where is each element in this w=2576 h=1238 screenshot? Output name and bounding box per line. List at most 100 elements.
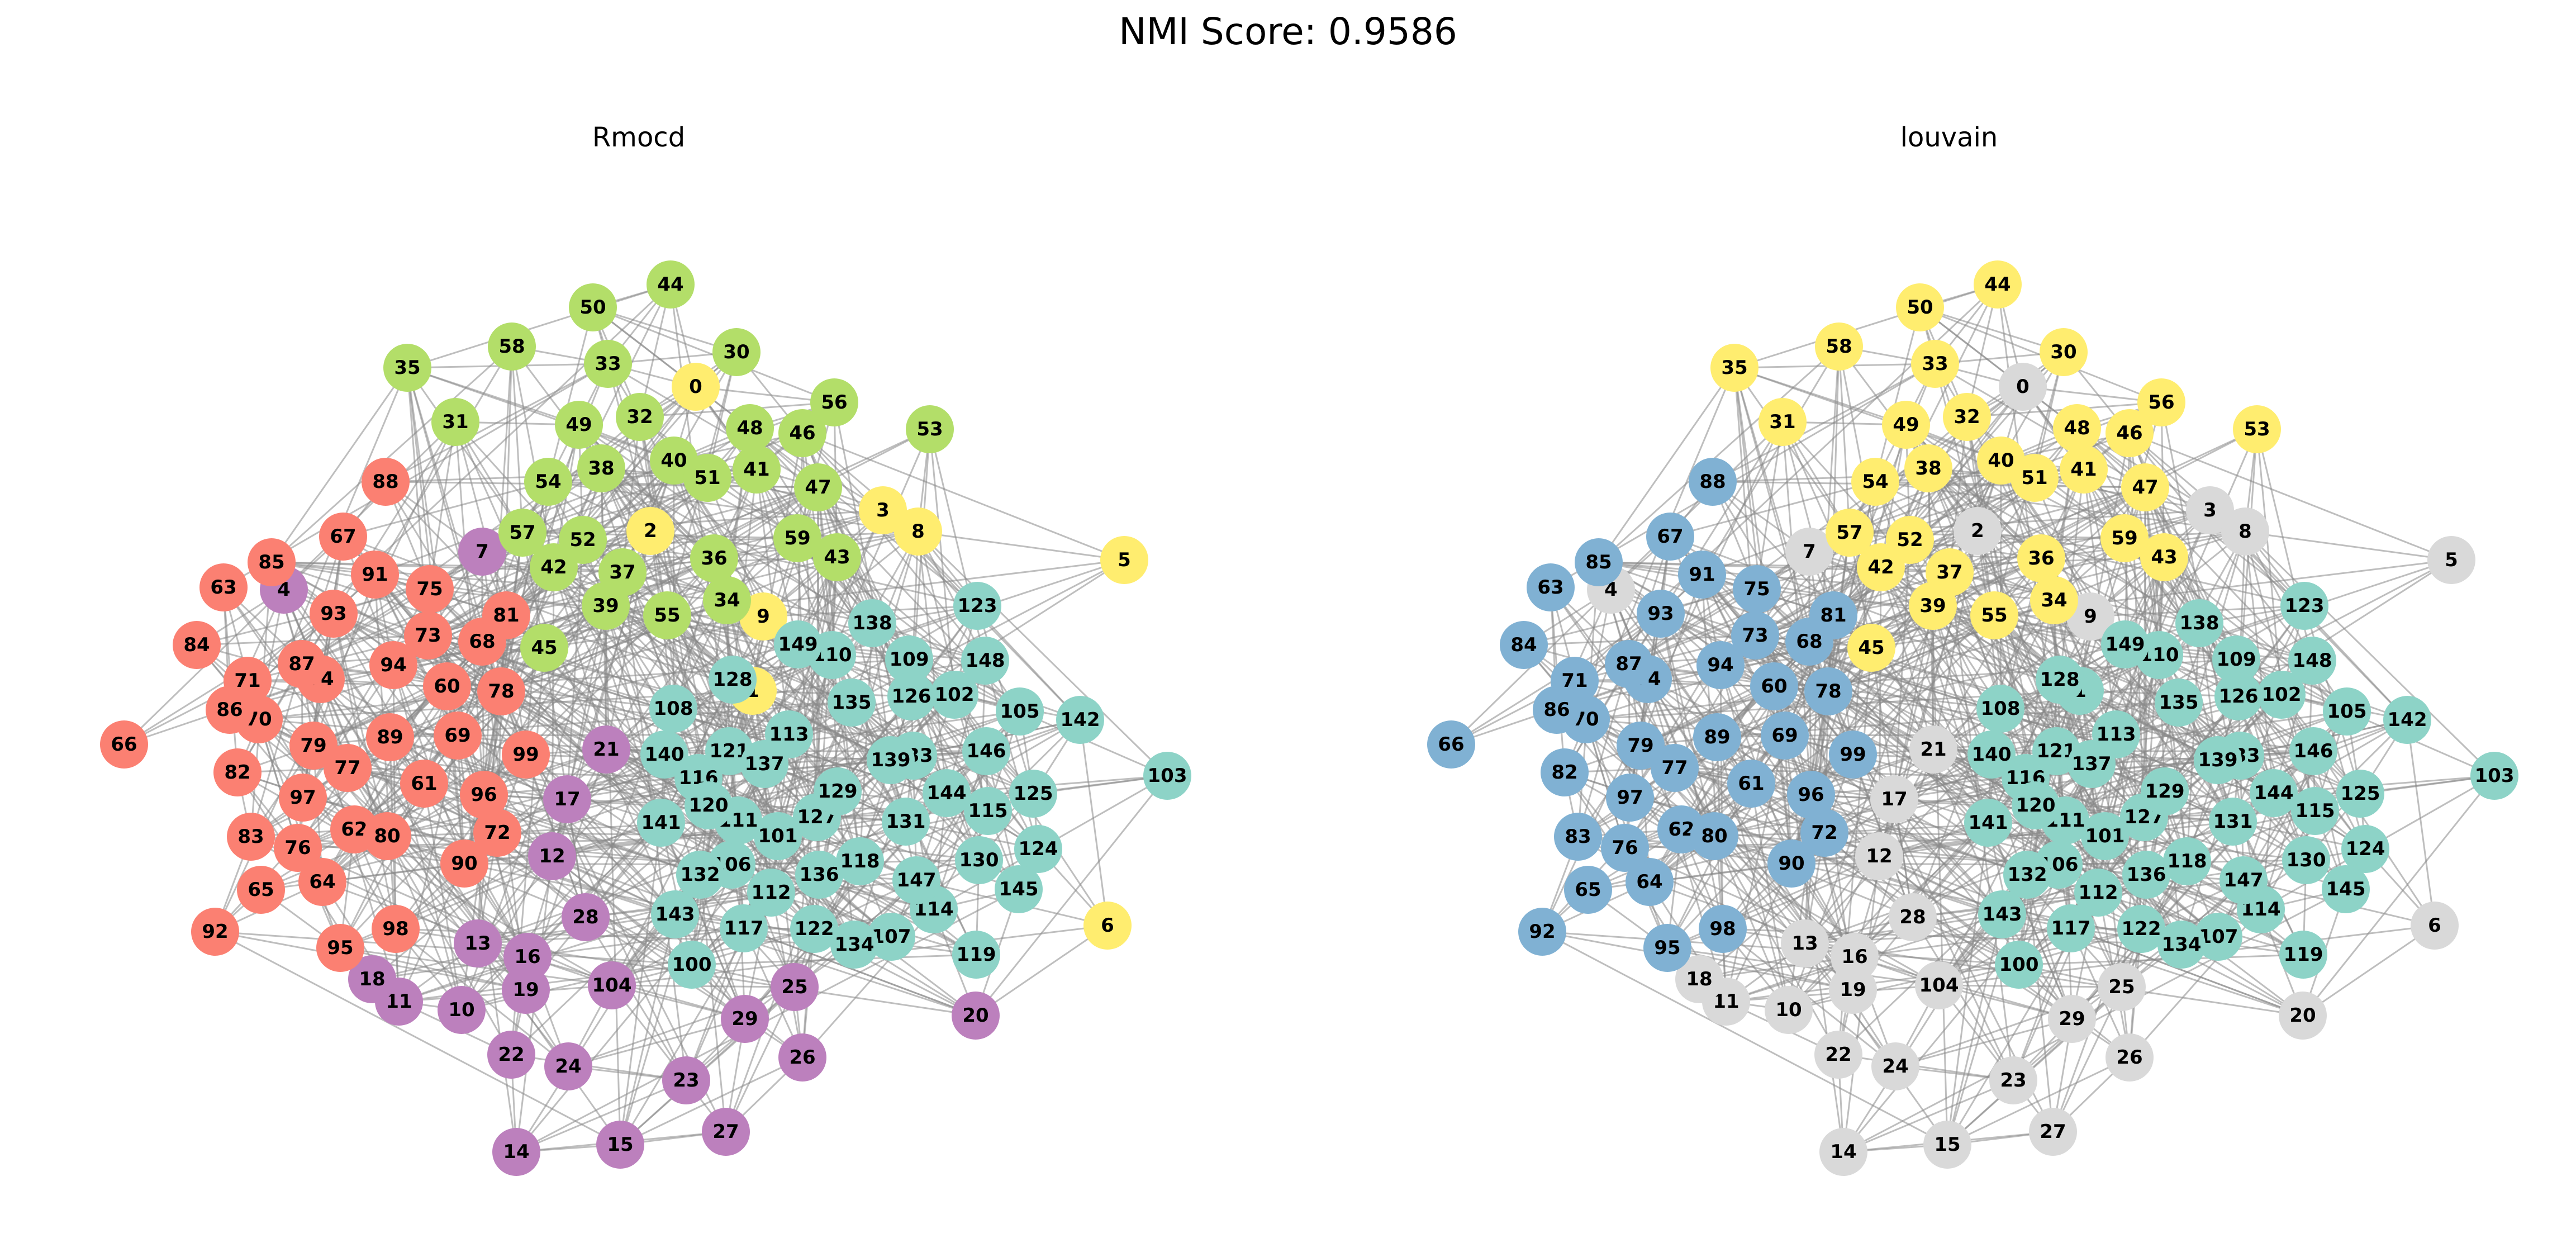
node-circle xyxy=(643,591,691,639)
node-circle xyxy=(383,344,431,392)
node-circle xyxy=(952,931,1000,979)
edge xyxy=(2128,432,2408,721)
node-label: 81 xyxy=(1820,604,1846,627)
node-label: 68 xyxy=(469,630,495,653)
node-circle xyxy=(2221,507,2269,556)
node-circle xyxy=(1915,961,1963,1009)
node-label: 145 xyxy=(999,878,1039,900)
node-label: 49 xyxy=(565,414,592,436)
node-circle xyxy=(584,340,632,388)
node-louvain-34: 34 xyxy=(2030,576,2078,624)
node-louvain-103: 103 xyxy=(2470,752,2518,800)
node-rmocd-103: 103 xyxy=(1143,752,1191,800)
node-rmocd-147: 147 xyxy=(892,856,940,904)
node-rmocd-89: 89 xyxy=(366,713,414,761)
node-circle xyxy=(703,576,751,624)
node-rmocd-41: 41 xyxy=(733,445,781,494)
node-label: 91 xyxy=(362,563,388,586)
node-label: 85 xyxy=(258,551,284,573)
node-label: 29 xyxy=(2059,1008,2085,1030)
node-circle xyxy=(406,565,454,613)
node-label: 129 xyxy=(2145,780,2185,803)
node-louvain-26: 26 xyxy=(2106,1033,2154,1082)
node-label: 62 xyxy=(341,818,367,841)
node-label: 55 xyxy=(654,604,680,627)
node-label: 25 xyxy=(781,976,807,998)
node-label: 0 xyxy=(2016,376,2030,398)
node-circle xyxy=(1800,809,1848,857)
node-rmocd-92: 92 xyxy=(191,908,239,956)
node-louvain-99: 99 xyxy=(1829,731,1877,779)
node-label: 12 xyxy=(1866,845,1892,867)
edge xyxy=(2244,531,2313,661)
node-circle xyxy=(2098,963,2146,1011)
edge xyxy=(975,775,1168,1016)
node-rmocd-120: 120 xyxy=(685,781,733,829)
node-circle xyxy=(289,722,338,770)
node-label: 93 xyxy=(320,603,346,625)
node-label: 57 xyxy=(1836,521,1862,544)
edge xyxy=(333,468,757,615)
node-rmocd-126: 126 xyxy=(887,672,935,720)
node-label: 18 xyxy=(359,968,385,990)
node-label: 20 xyxy=(2289,1004,2316,1027)
node-label: 53 xyxy=(916,418,943,440)
node-rmocd-61: 61 xyxy=(400,760,448,808)
node-label: 63 xyxy=(210,576,236,599)
node-louvain-141: 141 xyxy=(1964,799,2012,847)
node-label: 35 xyxy=(1721,357,1747,379)
node-label: 32 xyxy=(626,406,653,428)
node-label: 35 xyxy=(394,357,420,379)
node-circle xyxy=(2291,787,2339,835)
node-louvain-0: 0 xyxy=(1999,363,2047,411)
edge xyxy=(1843,1079,2014,1153)
node-rmocd-45: 45 xyxy=(520,624,568,672)
node-rmocd-51: 51 xyxy=(683,454,731,502)
node-label: 82 xyxy=(224,761,250,784)
edge xyxy=(1577,663,1630,837)
node-label: 47 xyxy=(2132,476,2158,499)
node-label: 104 xyxy=(1919,974,1959,997)
nodes-rmocd: 0123456789101112131415161718192021222324… xyxy=(100,260,1191,1176)
node-rmocd-141: 141 xyxy=(637,799,685,847)
node-circle xyxy=(1606,774,1654,822)
node-label: 53 xyxy=(2244,418,2270,440)
edge xyxy=(406,367,524,533)
node-louvain-122: 122 xyxy=(2117,905,2165,953)
node-label: 22 xyxy=(498,1043,524,1066)
node-rmocd-47: 47 xyxy=(794,463,842,511)
node-label: 52 xyxy=(1897,529,1923,551)
node-label: 138 xyxy=(2180,612,2219,634)
node-label: 33 xyxy=(1922,353,1948,375)
node-label: 97 xyxy=(1617,786,1643,809)
edge xyxy=(511,346,555,568)
node-label: 56 xyxy=(821,391,847,414)
node-circle xyxy=(952,992,1000,1040)
edge xyxy=(2186,623,2200,862)
node-louvain-28: 28 xyxy=(1889,893,1937,941)
edge xyxy=(1712,363,1936,483)
node-label: 92 xyxy=(202,921,228,943)
node-circle xyxy=(458,528,506,576)
node-label: 5 xyxy=(2445,549,2458,571)
node-rmocd-137: 137 xyxy=(740,740,788,788)
node-label: 103 xyxy=(1148,765,1187,787)
node-circle xyxy=(2012,781,2060,829)
node-louvain-124: 124 xyxy=(2341,825,2389,873)
node-circle xyxy=(721,995,769,1043)
node-label: 145 xyxy=(2326,878,2366,900)
node-rmocd-96: 96 xyxy=(460,771,508,819)
edge xyxy=(1719,665,1724,929)
node-louvain-95: 95 xyxy=(1643,924,1691,972)
node-label: 95 xyxy=(1654,937,1680,959)
node-label: 103 xyxy=(2475,765,2515,787)
node-louvain-139: 139 xyxy=(2194,736,2242,784)
node-rmocd-78: 78 xyxy=(477,667,525,715)
node-label: 59 xyxy=(784,527,810,549)
node-label: 101 xyxy=(2085,825,2125,847)
node-louvain-29: 29 xyxy=(2048,995,2096,1043)
node-louvain-142: 142 xyxy=(2383,696,2431,744)
node-rmocd-69: 69 xyxy=(434,712,482,760)
node-circle xyxy=(1056,696,1104,744)
node-label: 113 xyxy=(2097,723,2136,746)
